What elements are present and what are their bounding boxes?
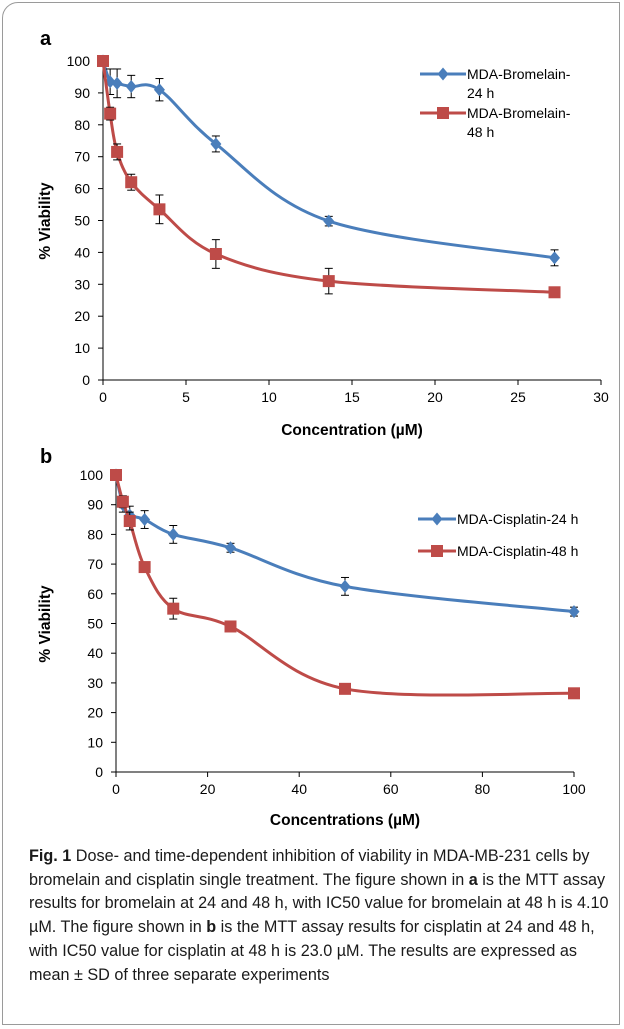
x-tick-label-1-5: 100 — [562, 781, 586, 797]
legend-label-0-0-0: MDA-Bromelain- — [467, 66, 571, 82]
caption-text-3: is the MTT assay results for cisplatin a… — [29, 918, 595, 984]
legend-marker-1-1-point-0 — [431, 545, 443, 557]
series-0-0-point-4 — [153, 83, 165, 97]
y-tick-label-1-8: 80 — [87, 526, 103, 542]
series-1-0-point-6 — [339, 579, 351, 593]
y-tick-label-0-7: 70 — [74, 149, 90, 165]
x-tick-label-1-4: 80 — [475, 781, 491, 797]
x-tick-label-0-3: 15 — [344, 389, 360, 405]
series-0-1-point-6 — [322, 275, 335, 288]
y-tick-label-1-9: 90 — [87, 497, 103, 513]
series-0-0-point-7 — [549, 251, 561, 265]
y-tick-label-0-5: 50 — [74, 213, 90, 229]
x-tick-label-0-6: 30 — [593, 389, 609, 405]
x-tick-label-1-2: 40 — [291, 781, 307, 797]
panel-label-a: a — [40, 28, 52, 50]
y-tick-label-1-5: 50 — [87, 616, 103, 632]
caption-text-2: is the MTT assay results for bromelain a… — [29, 870, 609, 937]
series-0-1-point-7 — [548, 286, 561, 299]
series-0-0-point-5 — [210, 137, 222, 151]
caption-panel-ref-b: b — [206, 918, 217, 937]
series-1-1-point-7 — [568, 687, 580, 700]
legend-label-1-0-0: MDA-Cisplatin-24 h — [457, 511, 578, 527]
y-tick-label-0-8: 80 — [74, 117, 90, 133]
x-tick-label-1-1: 20 — [200, 781, 216, 797]
y-tick-label-0-9: 90 — [74, 85, 90, 101]
panel-label-b: b — [40, 446, 52, 468]
y-tick-label-1-6: 60 — [87, 586, 103, 602]
legend-label-0-1-0: MDA-Bromelain- — [467, 105, 571, 121]
y-tick-label-1-4: 40 — [87, 645, 103, 661]
y-tick-label-0-3: 30 — [74, 276, 90, 292]
series-1-1-point-6 — [339, 682, 351, 695]
caption-text-1: Dose- and time-dependent inhibition of v… — [29, 847, 590, 889]
series-0-1-point-1 — [104, 107, 117, 120]
y-tick-label-1-7: 70 — [87, 556, 103, 572]
y-tick-label-0-0: 0 — [82, 372, 90, 388]
y-tick-label-1-10: 100 — [80, 467, 104, 483]
series-1-1-point-4 — [167, 602, 180, 615]
series-0-0-point-2 — [111, 76, 123, 90]
y-axis-title-0: % Viability — [37, 182, 54, 260]
series-0-1-point-2 — [111, 145, 124, 158]
caption-label: Fig. 1 — [29, 847, 72, 865]
x-tick-label-0-5: 25 — [510, 389, 526, 405]
y-axis-title-1: % Viability — [37, 585, 54, 663]
y-tick-label-0-4: 40 — [74, 244, 90, 260]
x-tick-label-0-0: 0 — [99, 389, 107, 405]
x-tick-label-0-2: 10 — [261, 389, 277, 405]
y-tick-label-1-0: 0 — [95, 764, 103, 780]
series-0-1-point-4 — [153, 203, 166, 216]
series-0-1-point-3 — [125, 176, 138, 189]
x-tick-label-0-1: 5 — [182, 389, 190, 405]
series-1-0-point-3 — [139, 513, 151, 527]
y-tick-label-1-3: 30 — [87, 675, 103, 691]
legend-marker-1-0-point-0 — [431, 512, 443, 526]
x-tick-label-1-0: 0 — [112, 781, 120, 797]
series-1-0-point-5 — [225, 541, 236, 555]
legend-marker-0-0-point-0 — [437, 67, 449, 81]
series-1-1-point-1 — [116, 495, 129, 508]
y-tick-label-1-1: 10 — [87, 734, 103, 750]
y-tick-label-0-2: 20 — [74, 308, 90, 324]
legend-label-0-1-1: 48 h — [467, 124, 494, 140]
y-tick-label-0-10: 100 — [67, 53, 91, 69]
y-tick-label-0-1: 10 — [74, 340, 90, 356]
x-axis-title-0: Concentration (µM) — [281, 422, 423, 439]
legend-label-1-1-0: MDA-Cisplatin-48 h — [457, 543, 578, 559]
series-1-0-point-4 — [167, 527, 179, 541]
series-1-1-point-0 — [110, 469, 122, 481]
y-tick-label-1-2: 20 — [87, 705, 103, 721]
y-tick-label-0-6: 60 — [74, 181, 90, 197]
series-1-1-point-3 — [138, 561, 151, 574]
series-1-1-point-2 — [123, 515, 136, 528]
series-1-1-point-5 — [224, 620, 237, 633]
x-axis-title-1: Concentrations (µM) — [270, 812, 420, 829]
legend-marker-0-1-point-0 — [437, 107, 449, 119]
series-0-1-point-5 — [209, 247, 222, 260]
figure-caption: Fig. 1 Dose- and time-dependent inhibiti… — [29, 845, 609, 987]
x-tick-label-0-4: 20 — [427, 389, 443, 405]
x-tick-label-1-3: 60 — [383, 781, 399, 797]
legend-label-0-0-1: 24 h — [467, 85, 494, 101]
series-0-0-point-6 — [323, 214, 335, 228]
series-0-1-point-0 — [97, 55, 109, 67]
series-0-0-point-3 — [125, 80, 137, 94]
series-1-0-point-7 — [568, 605, 580, 619]
caption-panel-ref-a: a — [468, 870, 478, 889]
